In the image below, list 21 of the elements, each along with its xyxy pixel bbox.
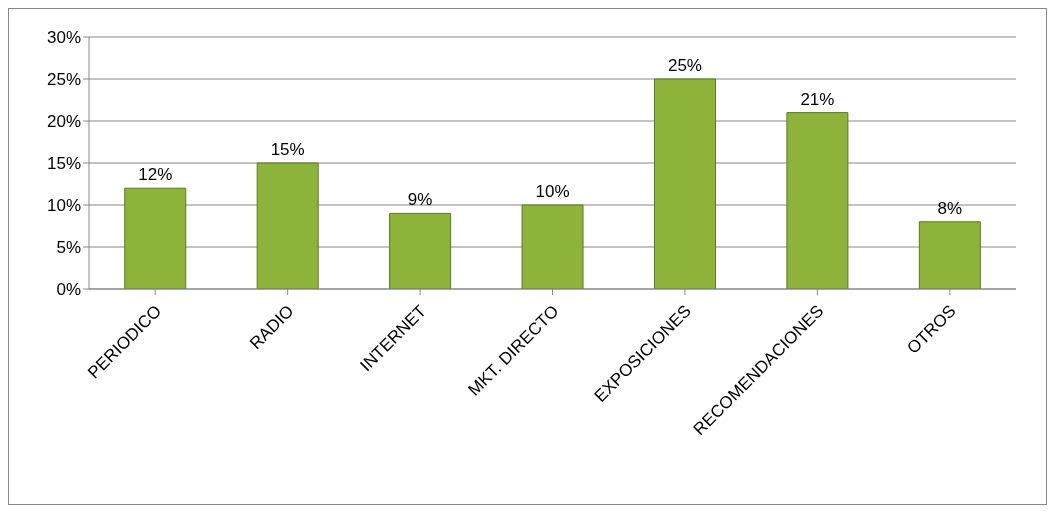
data-label: 25% — [667, 56, 702, 75]
y-tick-label: 0% — [56, 280, 81, 300]
bar — [124, 187, 187, 289]
y-tick-label: 15% — [46, 154, 81, 174]
bar — [918, 221, 981, 289]
bar — [521, 204, 584, 289]
bar — [786, 112, 849, 289]
bar — [256, 162, 319, 289]
y-tick-label: 25% — [46, 70, 81, 90]
y-tick-label: 10% — [46, 196, 81, 216]
y-tick-label: 5% — [56, 238, 81, 258]
data-label: 21% — [800, 89, 835, 109]
data-label: 10% — [535, 182, 570, 201]
bar — [389, 212, 452, 289]
data-label: 9% — [407, 190, 433, 210]
data-label: 12% — [138, 165, 173, 185]
bar — [653, 78, 716, 289]
y-tick-label: 30% — [46, 28, 81, 48]
y-tick-label: 20% — [46, 112, 81, 132]
data-label: 15% — [270, 140, 305, 159]
data-label: 8% — [937, 198, 963, 218]
